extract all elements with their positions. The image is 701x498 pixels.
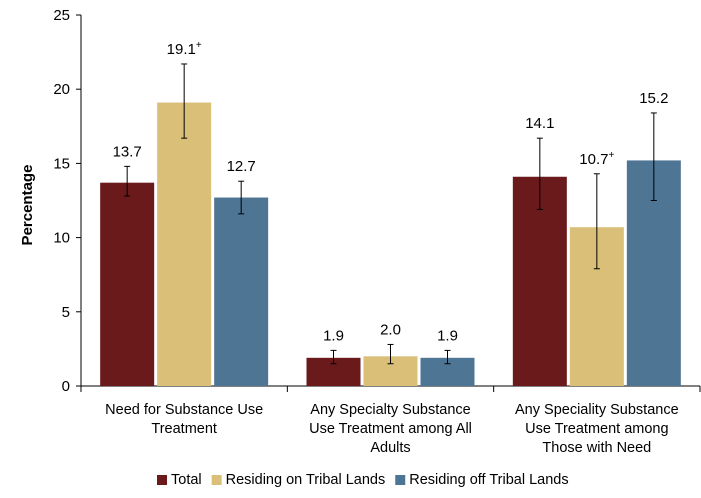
category-label: Use Treatment among	[525, 421, 668, 437]
y-tick-label: 0	[62, 378, 70, 395]
legend-label: Total	[171, 472, 202, 488]
category-label: Use Treatment among All	[309, 421, 472, 437]
legend-swatch	[157, 475, 167, 485]
category-label: Adults	[370, 440, 410, 456]
legend-label: Residing on Tribal Lands	[226, 472, 386, 488]
category-label: Need for Substance Use	[105, 402, 263, 418]
category-label: Any Specialty Substance	[310, 402, 470, 418]
data-label: 1.9	[323, 327, 344, 344]
bar	[214, 197, 269, 386]
category-label: Treatment	[151, 421, 217, 437]
data-label: 15.2	[639, 90, 668, 107]
data-labels: 13.7 1.9 14.1 19.1+ 2.0 10.7+ 12.7 1.9 15.2	[113, 40, 669, 344]
data-label: 2.0	[380, 321, 401, 338]
y-axis-title: Percentage	[19, 165, 36, 246]
y-tick-label: 15	[53, 155, 70, 172]
y-tick-label: 25	[53, 7, 70, 24]
bars	[100, 102, 681, 386]
data-label: 13.7	[113, 143, 142, 160]
data-label: 14.1	[525, 115, 554, 132]
data-label: 12.7	[227, 158, 256, 175]
legend: Total Residing on Tribal Lands Residing of…	[157, 472, 569, 488]
category-label: Those with Need	[542, 440, 651, 456]
bar	[100, 182, 155, 386]
category-label: Any Speciality Substance	[515, 402, 679, 418]
data-label: 19.1+	[167, 40, 202, 58]
legend-swatch	[395, 475, 406, 485]
error-bars	[124, 63, 657, 365]
bar	[157, 102, 212, 386]
bar	[512, 176, 567, 386]
data-label: 10.7+	[579, 150, 614, 168]
legend-swatch	[211, 475, 222, 485]
y-tick-label: 20	[53, 81, 70, 98]
y-tick-label: 5	[62, 304, 70, 321]
category-labels: Need for Substance Use Treatment Any Speci…	[105, 402, 678, 456]
y-tick-label: 10	[53, 230, 70, 247]
data-label: 1.9	[437, 327, 458, 344]
legend-label: Residing off Tribal Lands	[409, 472, 568, 488]
